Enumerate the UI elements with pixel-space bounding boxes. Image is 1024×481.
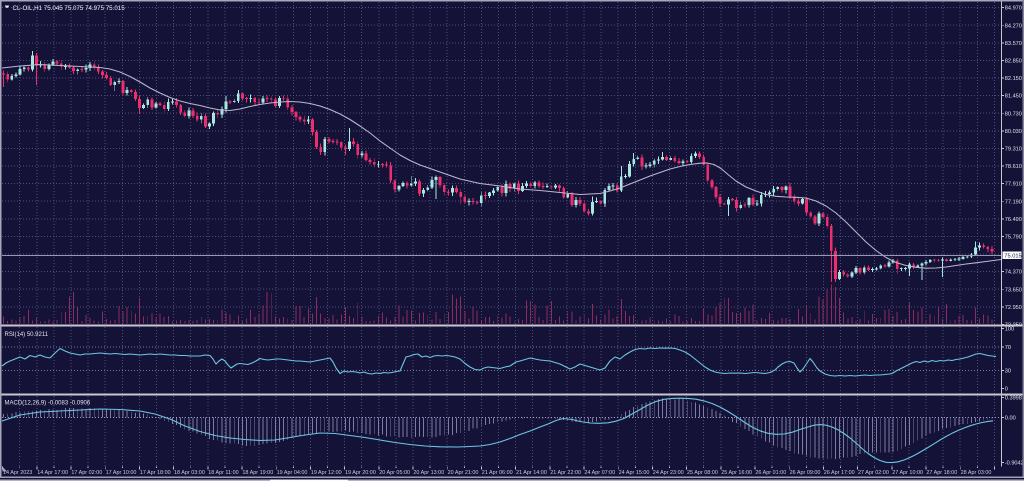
svg-text:0.00: 0.00	[1005, 416, 1016, 422]
svg-text:18 Apr 03:00: 18 Apr 03:00	[174, 470, 205, 476]
svg-text:14 Apr 17:00: 14 Apr 17:00	[37, 470, 68, 476]
svg-text:27 Apr 02:00: 27 Apr 02:00	[858, 470, 889, 476]
svg-text:76.490: 76.490	[1005, 217, 1022, 223]
svg-text:30: 30	[1005, 369, 1011, 375]
svg-text:19 Apr 12:00: 19 Apr 12:00	[311, 470, 342, 476]
svg-text:24 Apr 07:00: 24 Apr 07:00	[584, 470, 615, 476]
svg-text:84.970: 84.970	[1005, 6, 1022, 12]
svg-text:RSI(14) 50.9211: RSI(14) 50.9211	[5, 332, 49, 338]
svg-text:MACD(12,26,9) -0.0083 -0.0906: MACD(12,26,9) -0.0083 -0.0906	[5, 401, 91, 407]
svg-text:82.850: 82.850	[1005, 59, 1022, 65]
svg-text:21 Apr 06:00: 21 Apr 06:00	[482, 470, 513, 476]
svg-text:82.150: 82.150	[1005, 76, 1022, 82]
svg-text:77.910: 77.910	[1005, 182, 1022, 188]
svg-text:17 Apr 10:00: 17 Apr 10:00	[106, 470, 137, 476]
svg-text:80.030: 80.030	[1005, 129, 1022, 135]
svg-text:70: 70	[1005, 345, 1011, 351]
svg-text:83.570: 83.570	[1005, 41, 1022, 47]
svg-text:27 Apr 18:00: 27 Apr 18:00	[926, 470, 957, 476]
svg-text:24 Apr 15:00: 24 Apr 15:00	[619, 470, 650, 476]
svg-text:20 Apr 13:00: 20 Apr 13:00	[413, 470, 444, 476]
svg-text:14 Apr 2023: 14 Apr 2023	[3, 470, 32, 476]
svg-text:72.250: 72.250	[1005, 323, 1022, 329]
svg-text:17 Apr 18:00: 17 Apr 18:00	[140, 470, 171, 476]
svg-text:18 Apr 11:00: 18 Apr 11:00	[208, 470, 238, 476]
svg-text:19 Apr 04:00: 19 Apr 04:00	[277, 470, 308, 476]
svg-text:0.3998: 0.3998	[1005, 396, 1022, 402]
svg-text:28 Apr 03:00: 28 Apr 03:00	[961, 470, 992, 476]
svg-text:17 Apr 02:00: 17 Apr 02:00	[71, 470, 102, 476]
svg-text:19 Apr 20:00: 19 Apr 20:00	[345, 470, 376, 476]
svg-text:-0.9042: -0.9042	[1005, 461, 1024, 467]
svg-text:20 Apr 05:00: 20 Apr 05:00	[379, 470, 410, 476]
svg-text:27 Apr 10:00: 27 Apr 10:00	[892, 470, 923, 476]
svg-text:75.015: 75.015	[1004, 254, 1021, 260]
svg-text:26 Apr 01:00: 26 Apr 01:00	[755, 470, 786, 476]
svg-text:24 Apr 23:00: 24 Apr 23:00	[653, 470, 684, 476]
svg-text:0: 0	[1005, 387, 1008, 393]
svg-text:18 Apr 19:00: 18 Apr 19:00	[242, 470, 273, 476]
svg-text:CL-OIL,H1 75.045 75.075 74.97: CL-OIL,H1 75.045 75.075 74.975 75.015	[13, 5, 126, 12]
svg-text:26 Apr 17:00: 26 Apr 17:00	[824, 470, 855, 476]
svg-text:72.950: 72.950	[1005, 305, 1022, 311]
svg-text:81.450: 81.450	[1005, 94, 1022, 100]
svg-text:77.190: 77.190	[1005, 199, 1022, 205]
svg-text:80.730: 80.730	[1005, 111, 1022, 117]
svg-text:25 Apr 08:00: 25 Apr 08:00	[687, 470, 718, 476]
svg-text:25 Apr 16:00: 25 Apr 16:00	[721, 470, 752, 476]
svg-text:73.650: 73.650	[1005, 287, 1022, 293]
svg-text:79.310: 79.310	[1005, 147, 1022, 153]
svg-text:20 Apr 21:00: 20 Apr 21:00	[448, 470, 479, 476]
svg-text:21 Apr 22:00: 21 Apr 22:00	[550, 470, 581, 476]
svg-text:21 Apr 14:00: 21 Apr 14:00	[516, 470, 547, 476]
svg-text:84.270: 84.270	[1005, 23, 1022, 29]
svg-text:100: 100	[1005, 327, 1014, 333]
svg-text:75.790: 75.790	[1005, 235, 1022, 241]
svg-text:78.610: 78.610	[1005, 164, 1022, 170]
svg-text:26 Apr 09:00: 26 Apr 09:00	[790, 470, 821, 476]
svg-text:74.370: 74.370	[1005, 270, 1022, 276]
